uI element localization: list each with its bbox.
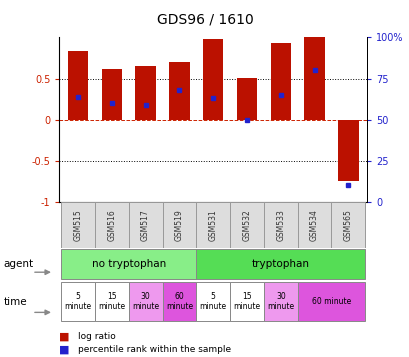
Bar (196, 202, 229, 248)
Bar (236, 78, 256, 120)
Bar (263, 202, 297, 248)
Text: ■: ■ (59, 344, 70, 354)
Text: tryptophan: tryptophan (251, 259, 309, 269)
Text: GSM531: GSM531 (208, 209, 217, 241)
Bar (128, 202, 162, 248)
Bar (196, 250, 364, 279)
Bar (196, 282, 229, 321)
Bar (162, 282, 196, 321)
Bar (95, 202, 128, 248)
Bar (304, 37, 324, 120)
Bar (162, 202, 196, 248)
Bar (263, 282, 297, 321)
Bar (330, 202, 364, 248)
Bar (297, 282, 364, 321)
Bar (61, 202, 95, 248)
Text: ■: ■ (59, 331, 70, 341)
Bar (229, 282, 263, 321)
Text: GSM534: GSM534 (309, 209, 318, 241)
Bar (202, 39, 223, 120)
Text: GSM517: GSM517 (141, 209, 150, 241)
Text: GSM515: GSM515 (73, 209, 82, 241)
Text: GSM519: GSM519 (175, 209, 184, 241)
Bar (135, 66, 155, 120)
Text: 30
minute: 30 minute (132, 292, 159, 311)
Text: 30
minute: 30 minute (267, 292, 294, 311)
Bar (297, 202, 330, 248)
Text: 15
minute: 15 minute (98, 292, 125, 311)
Bar (229, 202, 263, 248)
Text: GDS96 / 1610: GDS96 / 1610 (156, 12, 253, 26)
Bar (68, 51, 88, 120)
Text: GSM533: GSM533 (276, 209, 285, 241)
Text: 15
minute: 15 minute (233, 292, 260, 311)
Bar (61, 282, 95, 321)
Text: GSM532: GSM532 (242, 209, 251, 241)
Bar (95, 282, 128, 321)
Bar (270, 43, 290, 120)
Bar (169, 62, 189, 120)
Text: percentile rank within the sample: percentile rank within the sample (78, 345, 230, 354)
Text: GSM516: GSM516 (107, 209, 116, 241)
Text: time: time (3, 297, 27, 307)
Text: no tryptophan: no tryptophan (91, 259, 166, 269)
Bar (101, 69, 121, 120)
Text: log ratio: log ratio (78, 332, 115, 341)
Text: agent: agent (3, 259, 33, 269)
Text: 5
minute: 5 minute (199, 292, 226, 311)
Bar (337, 120, 357, 181)
Text: 60 minute: 60 minute (311, 297, 350, 306)
Text: GSM565: GSM565 (343, 209, 352, 241)
Bar (128, 282, 162, 321)
Text: 5
minute: 5 minute (64, 292, 91, 311)
Text: 60
minute: 60 minute (166, 292, 193, 311)
Bar (61, 250, 196, 279)
